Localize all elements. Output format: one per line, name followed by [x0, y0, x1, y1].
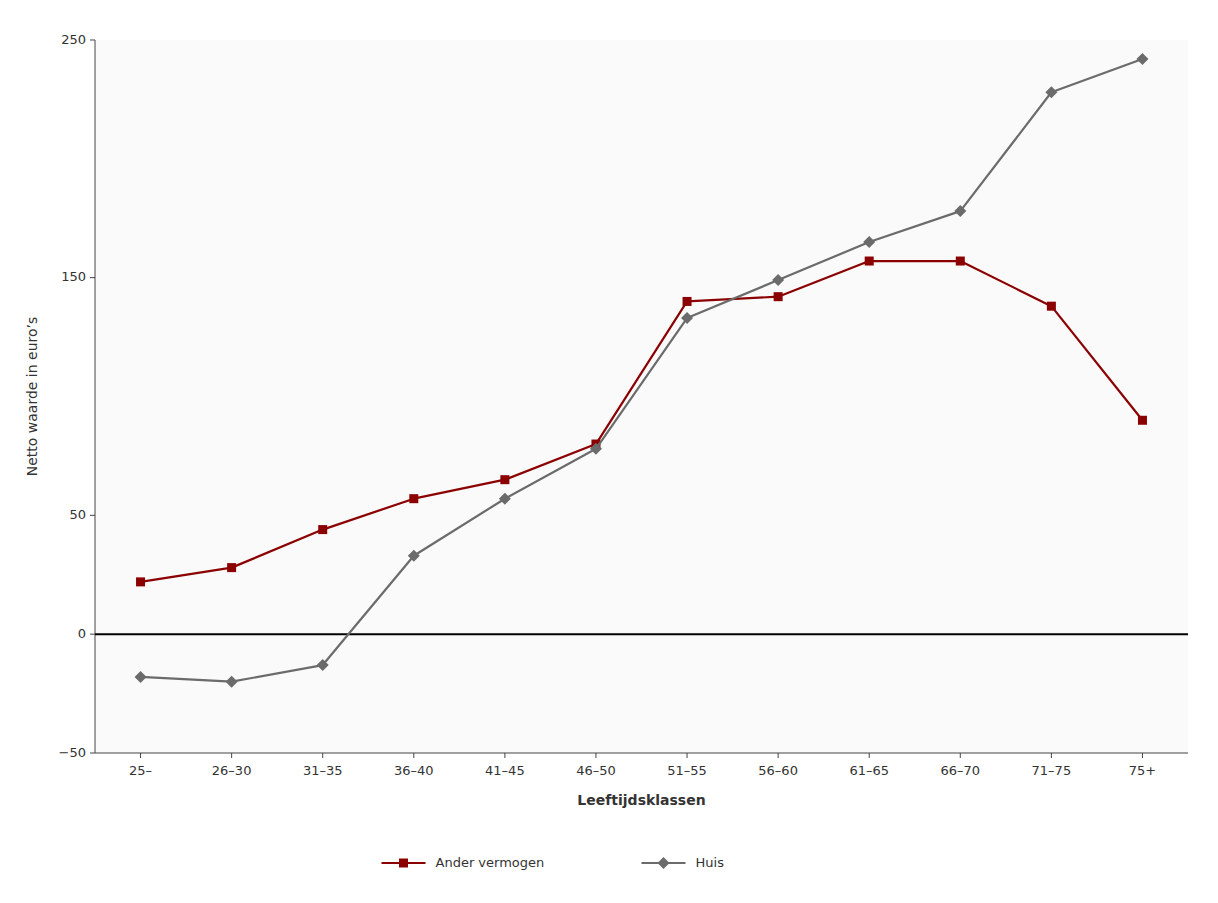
y-tick-label: 0 — [78, 626, 86, 641]
x-tick — [1142, 753, 1143, 758]
x-tick-label: 75+ — [1129, 763, 1156, 778]
point — [408, 550, 420, 562]
point — [956, 257, 965, 266]
x-tick-label: 51–55 — [667, 763, 707, 778]
x-tick-label: 25– — [129, 763, 152, 778]
point — [865, 257, 874, 266]
x-tick-label: 26–30 — [212, 763, 252, 778]
point — [774, 292, 783, 301]
point — [590, 443, 602, 455]
point — [683, 297, 692, 306]
plot-area — [95, 40, 1188, 753]
point — [227, 563, 236, 572]
x-tick — [231, 753, 232, 758]
x-tick-label: 41–45 — [485, 763, 525, 778]
x-tick — [960, 753, 961, 758]
x-tick-label: 61–65 — [849, 763, 889, 778]
y-tick-label: 150 — [61, 269, 86, 284]
point — [135, 671, 147, 683]
x-tick — [869, 753, 870, 758]
x-tick — [322, 753, 323, 758]
legend-marker — [658, 857, 670, 869]
y-axis-label: Netto waarde in euro’s — [24, 317, 40, 477]
series-group — [135, 53, 1149, 688]
series-line — [141, 261, 1143, 582]
x-tick — [687, 753, 688, 758]
point — [136, 577, 145, 586]
x-tick — [778, 753, 779, 758]
x-tick — [504, 753, 505, 758]
point — [863, 236, 875, 248]
x-tick-label: 56–60 — [758, 763, 798, 778]
x-tick-label: 66–70 — [940, 763, 980, 778]
point — [318, 525, 327, 534]
x-axis-line — [95, 753, 1188, 754]
y-axis-line — [95, 40, 96, 753]
legend: Ander vermogen Huis — [382, 855, 725, 870]
point — [1047, 302, 1056, 311]
y-tick — [90, 40, 95, 41]
y-tick — [90, 634, 95, 635]
zero-line — [95, 633, 1188, 635]
x-tick — [140, 753, 141, 758]
point — [500, 475, 509, 484]
y-tick — [90, 277, 95, 278]
point — [409, 494, 418, 503]
point — [226, 676, 238, 688]
point — [317, 659, 329, 671]
point — [1045, 86, 1057, 98]
legend-marker — [399, 859, 408, 868]
point — [1136, 53, 1148, 65]
y-tick — [90, 753, 95, 754]
point — [499, 493, 511, 505]
y-tick — [90, 515, 95, 516]
x-tick-label: 71–75 — [1032, 763, 1072, 778]
point — [772, 274, 784, 286]
x-tick-label: 36–40 — [394, 763, 434, 778]
y-tick-label: −50 — [59, 745, 86, 760]
point — [954, 205, 966, 217]
y-tick-label: 50 — [69, 507, 86, 522]
x-tick-label: 31–35 — [303, 763, 343, 778]
y-tick-label: 250 — [61, 32, 86, 47]
legend-label: Ander vermogen — [436, 855, 545, 870]
x-tick — [413, 753, 414, 758]
x-axis-label: Leeftijdsklassen — [577, 792, 705, 808]
x-tick — [595, 753, 596, 758]
point — [681, 312, 693, 324]
x-tick-label: 46–50 — [576, 763, 616, 778]
chart: −50 0 50 150 250 25– 26–30 31–35 36–40 41–45 46–50… — [0, 0, 1218, 903]
legend-label: Huis — [696, 855, 725, 870]
point — [1138, 416, 1147, 425]
x-tick — [1051, 753, 1052, 758]
series-line — [141, 59, 1143, 682]
